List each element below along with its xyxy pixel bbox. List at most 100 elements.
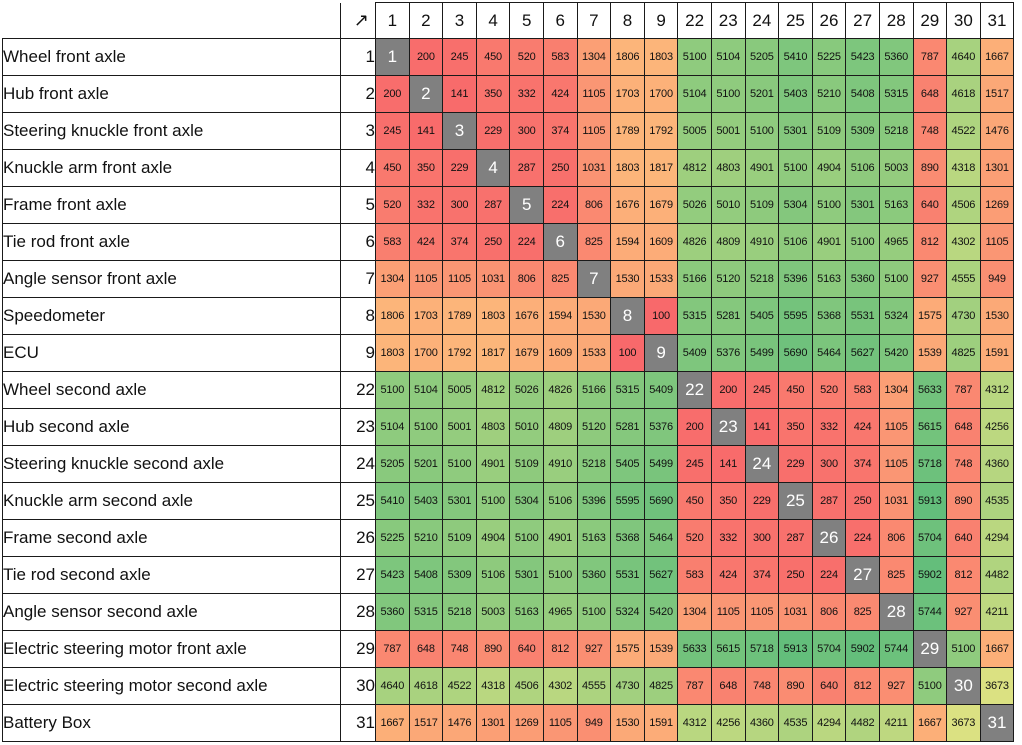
heatmap-cell: 5301 [509, 556, 544, 594]
heatmap-cell: 4211 [979, 593, 1015, 631]
heatmap-cell: 5410 [375, 482, 410, 520]
heatmap-cell: 5690 [778, 334, 813, 372]
heatmap-cell: 5324 [610, 593, 645, 631]
heatmap-cell: 229 [442, 149, 477, 187]
heatmap-cell: 424 [845, 408, 880, 446]
heatmap-cell: 5408 [408, 556, 444, 594]
heatmap-cell: 5109 [442, 519, 477, 557]
heatmap-cell: 4965 [878, 223, 914, 261]
heatmap-cell: 4618 [408, 667, 444, 705]
row-number: 27 [340, 556, 376, 594]
row-label: Electric steering motor front axle [2, 630, 341, 668]
heatmap-cell: 5315 [610, 371, 645, 409]
heatmap-cell: 4825 [946, 334, 981, 372]
heatmap-cell: 5005 [677, 112, 712, 150]
heatmap-cell: 200 [710, 371, 746, 409]
heatmap-cell: 3673 [946, 704, 981, 742]
column-header-25: 25 [778, 2, 813, 39]
heatmap-cell: 1803 [475, 297, 511, 335]
heatmap-cell: 640 [912, 186, 948, 224]
heatmap-cell: 5376 [710, 334, 746, 372]
heatmap-cell: 5410 [778, 38, 813, 76]
heatmap-cell: 1789 [442, 297, 477, 335]
heatmap-cell: 229 [778, 445, 813, 483]
heatmap-cell: 748 [946, 445, 981, 483]
heatmap-cell: 5499 [643, 445, 679, 483]
heatmap-cell: 5100 [710, 75, 746, 113]
heatmap-cell: 5218 [576, 445, 612, 483]
heatmap-cell: 1609 [542, 334, 578, 372]
heatmap-cell: 224 [542, 186, 578, 224]
heatmap-cell: 5003 [878, 149, 914, 187]
heatmap-cell: 1803 [375, 334, 410, 372]
row-label: Frame front axle [2, 186, 341, 224]
heatmap-cell: 1667 [979, 630, 1015, 668]
diagonal-cell: 28 [878, 593, 914, 631]
heatmap-cell: 927 [576, 630, 612, 668]
heatmap-cell: 5010 [710, 186, 746, 224]
heatmap-cell: 5595 [778, 297, 813, 335]
heatmap-cell: 1803 [643, 38, 679, 76]
heatmap-cell: 648 [710, 667, 746, 705]
heatmap-cell: 1539 [643, 630, 679, 668]
heatmap-cell: 5109 [811, 112, 847, 150]
matrix-row-9: ECU 9 1803 1700 1792 1817 1679 1609 1533 100 9 5409… [2, 334, 1015, 372]
heatmap-cell: 374 [542, 112, 578, 150]
heatmap-cell: 1792 [643, 112, 679, 150]
heatmap-cell: 1703 [610, 75, 645, 113]
heatmap-cell: 5166 [576, 371, 612, 409]
heatmap-cell: 1591 [643, 704, 679, 742]
heatmap-cell: 5100 [576, 593, 612, 631]
heatmap-cell: 5301 [442, 482, 477, 520]
matrix-row-6: Tie rod front axle 6 583 424 374 250 224 6 825 15… [2, 223, 1015, 261]
row-number: 23 [340, 408, 376, 446]
matrix-row-3: Steering knuckle front axle 3 245 141 3 229 30… [2, 112, 1015, 150]
heatmap-cell: 5100 [912, 667, 948, 705]
heatmap-cell: 5718 [744, 630, 780, 668]
heatmap-cell: 4901 [542, 519, 578, 557]
heatmap-cell: 5913 [912, 482, 948, 520]
corner-arrow-icon: ↗ [340, 2, 376, 39]
heatmap-cell: 4211 [878, 704, 914, 742]
heatmap-cell: 5409 [643, 371, 679, 409]
heatmap-cell: 1530 [576, 297, 612, 335]
heatmap-cell: 583 [677, 556, 712, 594]
heatmap-cell: 4910 [744, 223, 780, 261]
diagonal-cell: 9 [643, 334, 679, 372]
heatmap-cell: 5100 [475, 482, 511, 520]
heatmap-cell: 5100 [677, 38, 712, 76]
heatmap-cell: 5281 [710, 297, 746, 335]
heatmap-cell: 4618 [946, 75, 981, 113]
heatmap-cell: 5106 [778, 223, 813, 261]
heatmap-cell: 300 [744, 519, 780, 557]
diagonal-cell: 6 [542, 223, 578, 261]
heatmap-cell: 141 [744, 408, 780, 446]
heatmap-cell: 520 [375, 186, 410, 224]
heatmap-cell: 1105 [744, 593, 780, 631]
row-number: 9 [340, 334, 376, 372]
matrix-row-27: Tie rod second axle 27 5423 5408 5309 5106 530… [2, 556, 1015, 594]
heatmap-cell: 5109 [744, 186, 780, 224]
heatmap-cell: 5225 [375, 519, 410, 557]
heatmap-cell: 250 [778, 556, 813, 594]
heatmap-cell: 520 [509, 38, 544, 76]
heatmap-cell: 520 [811, 371, 847, 409]
heatmap-cell: 5026 [509, 371, 544, 409]
heatmap-cell: 229 [744, 482, 780, 520]
heatmap-cell: 5026 [677, 186, 712, 224]
heatmap-cell: 648 [946, 408, 981, 446]
heatmap-cell: 5163 [811, 260, 847, 298]
heatmap-cell: 5001 [710, 112, 746, 150]
heatmap-cell: 287 [778, 519, 813, 557]
column-header-7: 7 [576, 2, 612, 39]
heatmap-cell: 5104 [677, 75, 712, 113]
heatmap-cell: 648 [408, 630, 444, 668]
heatmap-cell: 1575 [610, 630, 645, 668]
heatmap-cell: 1517 [408, 704, 444, 742]
heatmap-cell: 4809 [542, 408, 578, 446]
heatmap-cell: 1676 [610, 186, 645, 224]
matrix-row-31: Battery Box 31 1667 1517 1476 1301 1269 1105 949… [2, 704, 1015, 742]
heatmap-cell: 5309 [845, 112, 880, 150]
heatmap-cell: 300 [811, 445, 847, 483]
heatmap-cell: 5913 [778, 630, 813, 668]
